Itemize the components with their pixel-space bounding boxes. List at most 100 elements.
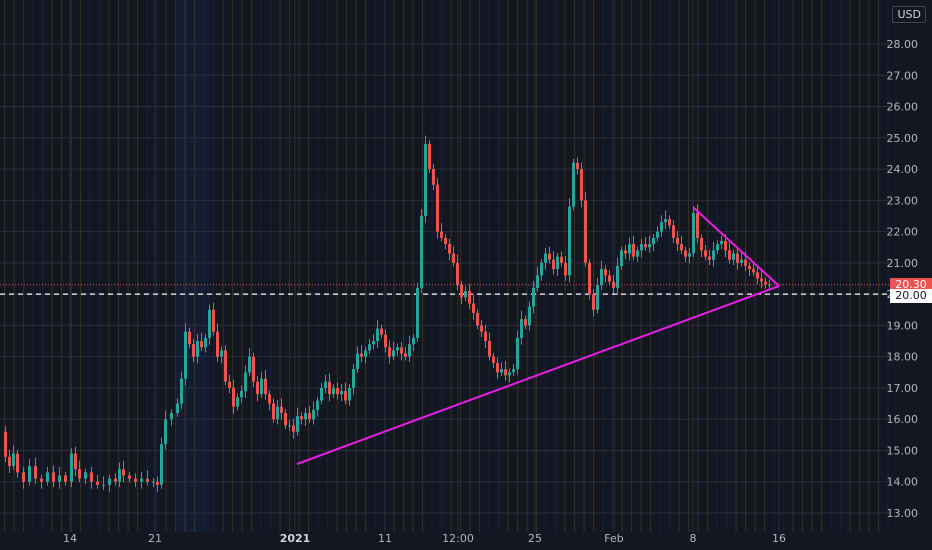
candle-body: [684, 250, 687, 257]
session-band: [678, 0, 680, 532]
candle-body: [452, 253, 455, 263]
session-band: [716, 0, 718, 532]
session-band: [640, 0, 642, 532]
candle-body: [352, 369, 355, 388]
candle-body: [102, 484, 105, 486]
session-band: [393, 0, 395, 532]
session-band: [317, 0, 319, 532]
candle-body: [572, 162, 575, 207]
session-band: [327, 0, 329, 532]
session-band: [849, 0, 851, 532]
session-band: [80, 0, 82, 532]
session-band: [792, 0, 794, 532]
session-band: [146, 0, 148, 532]
session-band: [298, 0, 300, 532]
candle-body: [584, 200, 587, 263]
session-band: [830, 0, 832, 532]
candle-body: [428, 144, 431, 170]
candle-body: [196, 341, 199, 357]
y-tick-label: 27.00: [887, 69, 919, 82]
candle-body: [384, 334, 387, 348]
candle-body: [114, 478, 117, 482]
session-band: [498, 0, 500, 532]
candle-body: [376, 328, 379, 342]
candle-body: [292, 425, 295, 432]
candle-body: [70, 453, 73, 482]
candle-body: [344, 391, 347, 401]
candle-body: [596, 284, 599, 310]
candle-body: [184, 331, 187, 379]
candle-body: [488, 341, 491, 357]
session-band: [631, 0, 633, 532]
session-band: [764, 0, 766, 532]
session-band: [602, 0, 604, 532]
candle-body: [312, 409, 315, 420]
reference-level-tag: 20.00: [890, 289, 932, 304]
session-band: [726, 0, 728, 532]
candle-body: [432, 169, 435, 185]
candle-body: [78, 469, 81, 479]
session-band: [222, 0, 224, 532]
session-band: [203, 0, 205, 532]
trendlines: [296, 207, 780, 465]
candle-body: [118, 469, 121, 482]
candle-body: [400, 347, 403, 354]
session-band: [279, 0, 281, 532]
session-band: [669, 0, 671, 532]
candle-body: [256, 381, 259, 395]
session-band: [4, 0, 6, 532]
candle-body: [308, 412, 311, 420]
candle-body: [692, 212, 695, 254]
session-band: [469, 0, 471, 532]
candle-body: [456, 262, 459, 285]
session-band: [650, 0, 652, 532]
session-band: [403, 0, 405, 532]
candle-body: [744, 259, 747, 266]
candle-body: [472, 303, 475, 313]
session-band: [289, 0, 291, 532]
session-band: [450, 0, 452, 532]
session-band: [783, 0, 785, 532]
x-tick-label: 8: [690, 532, 697, 545]
candle-body: [74, 453, 77, 470]
candle-body: [268, 394, 271, 404]
candle-body: [720, 240, 723, 245]
candle-body: [404, 353, 407, 357]
candle-body: [388, 347, 391, 357]
candle-body: [316, 400, 319, 410]
candle-body: [444, 237, 447, 245]
candle-body: [128, 475, 131, 479]
candle-body: [108, 478, 111, 485]
session-band: [621, 0, 623, 532]
candle-body: [328, 381, 331, 395]
currency-badge[interactable]: USD: [892, 6, 926, 23]
candle-body: [140, 478, 143, 482]
session-band: [697, 0, 699, 532]
candle-body: [236, 397, 239, 407]
candle-body: [624, 250, 627, 254]
candle-body: [708, 256, 711, 260]
candle-body: [504, 369, 507, 376]
candle-body: [616, 265, 619, 288]
session-band: [574, 0, 576, 532]
session-band: [412, 0, 414, 532]
grid-lines: [0, 0, 890, 532]
candle-body: [280, 406, 283, 413]
candle-body: [424, 144, 427, 216]
candle-body: [536, 275, 539, 288]
candle-body: [296, 416, 299, 432]
candle-body: [500, 369, 503, 373]
session-band: [61, 0, 63, 532]
candle-body: [200, 341, 203, 348]
candle-body: [420, 215, 423, 288]
candle-body: [220, 350, 223, 357]
candle-body: [28, 466, 31, 482]
candle-body: [552, 259, 555, 270]
time-axis: 14 21 2021 11 12:00 25 Feb 8 16: [63, 532, 786, 545]
candle-body: [380, 328, 383, 335]
session-band: [70, 0, 72, 532]
session-band: [184, 0, 186, 532]
candle-body: [416, 287, 419, 338]
candle-body: [704, 250, 707, 257]
